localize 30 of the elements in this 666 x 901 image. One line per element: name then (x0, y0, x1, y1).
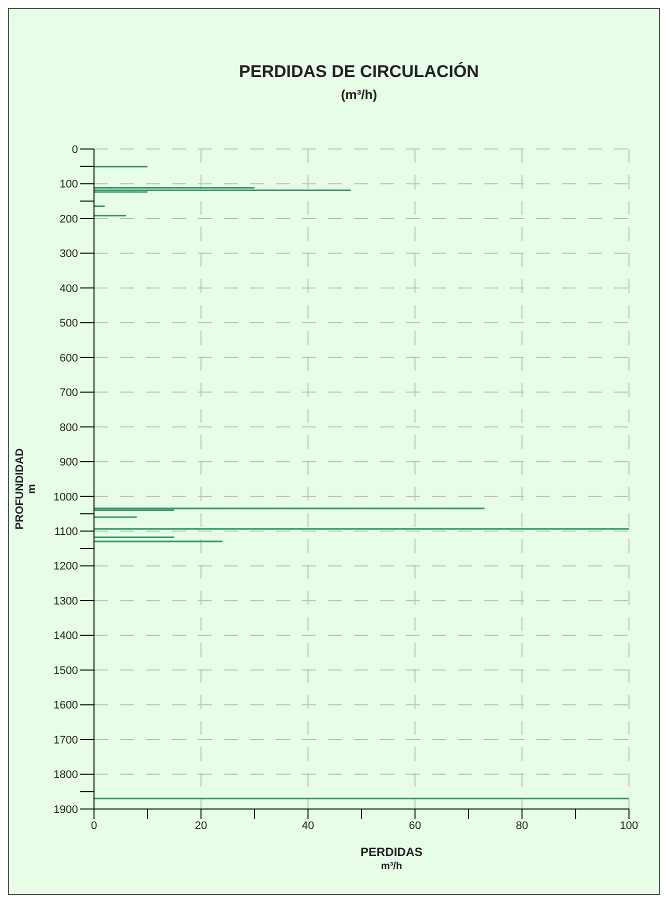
y-tick-label: 1700 (54, 734, 78, 746)
y-tick-label: 1600 (54, 700, 78, 712)
y-tick-label: 1100 (54, 526, 78, 538)
y-axis-title: PROFUNDIDAD m (14, 448, 38, 530)
x-tick-label: 100 (620, 820, 638, 832)
x-tick-label: 20 (194, 820, 208, 832)
x-tick-label: 40 (302, 820, 314, 832)
y-tick-label: 800 (60, 422, 78, 434)
y-tick-label: 1800 (54, 769, 78, 782)
chart-title: PERDIDAS DE CIRCULACIÓN (239, 61, 479, 81)
y-tick-label: 100 (60, 178, 78, 191)
y-tick-label: 300 (60, 248, 78, 260)
x-axis-title: PERDIDAS m³/h (360, 845, 423, 872)
y-tick-label: 1300 (54, 595, 78, 608)
y-tick-label: 500 (60, 318, 78, 330)
y-tick-label: 400 (60, 282, 78, 295)
x-tick-label: 0 (90, 820, 98, 832)
y-tick-label: 1900 (54, 804, 78, 816)
y-tick-label: 600 (60, 352, 78, 364)
y-tick-label: 900 (60, 456, 78, 469)
y-tick-label: 1000 (54, 491, 78, 504)
y-tick-label: 1500 (54, 664, 78, 677)
y-tick-label: 1400 (54, 630, 78, 642)
y-tick-label: 0 (72, 144, 78, 156)
chart-subtitle: (m³/h) (340, 87, 378, 102)
x-tick-label: 80 (516, 820, 528, 832)
y-tick-label: 1200 (54, 560, 78, 573)
y-tick-label: 200 (60, 213, 78, 226)
y-tick-label: 700 (60, 387, 78, 400)
x-tick-label: 60 (408, 820, 422, 832)
